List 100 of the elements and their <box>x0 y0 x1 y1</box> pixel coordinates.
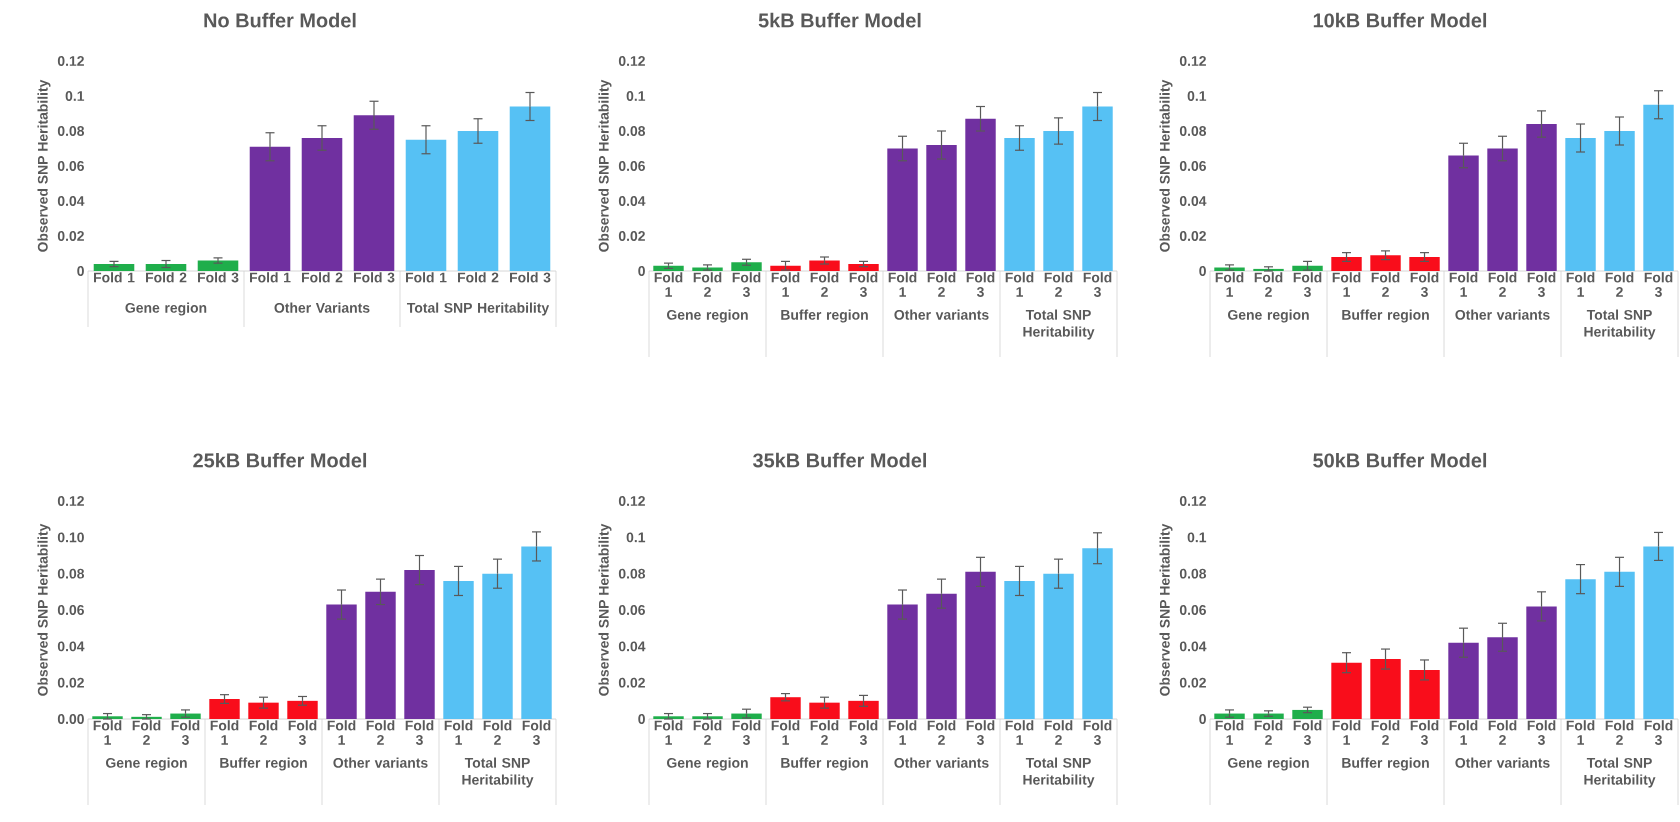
x-tick-label: Fold 3 <box>510 272 551 283</box>
y-axis-title: Observed SNP Heritability <box>37 79 51 252</box>
text: Total SNP Heritability <box>1023 757 1095 788</box>
x-tick-label: Fold 1 <box>1566 272 1595 297</box>
x-tick-label: Fold 2 <box>1488 272 1517 297</box>
x-tick-label: Fold 3 <box>1644 272 1673 297</box>
text: Other variants <box>1455 757 1550 768</box>
bar <box>92 716 123 720</box>
chart-title: 50kB Buffer Model <box>1313 452 1487 468</box>
x-tick-label: Fold 1 <box>94 272 135 283</box>
x-tick-label: Fold 2 <box>927 272 956 297</box>
x-tick-label: Fold 3 <box>354 272 395 283</box>
x-tick-label: Fold 2 <box>693 720 722 745</box>
bar <box>1409 257 1440 271</box>
x-tick-label: Fold 2 <box>1488 720 1517 745</box>
x-tick-label: Fold 1 <box>1005 272 1034 297</box>
bar <box>443 580 474 720</box>
x-tick-label: Fold 1 <box>250 272 291 283</box>
text: Buffer region <box>220 757 307 771</box>
bar <box>197 260 239 271</box>
x-tick-label: Fold 2 <box>249 720 278 745</box>
chart-title: 35kB Buffer Model <box>752 452 927 468</box>
y-axis-title: Observed SNP Heritability <box>598 523 612 696</box>
x-tick-label: Fold 3 <box>732 272 761 297</box>
x-tick-label: Fold 3 <box>522 720 551 745</box>
y-tick-label: 0.1 <box>1187 91 1207 101</box>
bar <box>521 546 552 720</box>
chart-title: No Buffer Model <box>204 12 356 28</box>
bar <box>1643 546 1674 720</box>
x-tick-label: Fold 3 <box>1644 720 1673 745</box>
y-tick-label: 0.02 <box>618 677 645 688</box>
text: Total SNP Heritability <box>1584 757 1656 788</box>
text: Gene region <box>125 302 207 316</box>
bar <box>170 713 201 720</box>
y-tick-label: 0 <box>638 266 645 276</box>
x-tick-label: Fold 3 <box>1293 272 1322 297</box>
x-tick-label: Fold 1 <box>1332 272 1361 297</box>
y-tick-label: 0.08 <box>618 126 646 136</box>
bar <box>848 264 879 271</box>
y-tick-label: 0.10 <box>57 532 84 543</box>
y-tick-label: 0.08 <box>1179 126 1207 136</box>
x-tick-label: Fold 3 <box>966 272 995 297</box>
x-tick-label: Fold 2 <box>810 720 839 745</box>
x-tick-label: Fold 2 <box>1371 720 1400 745</box>
text: Gene region <box>1228 757 1309 771</box>
x-tick-label: Fold 2 <box>1254 720 1283 745</box>
bar <box>1082 106 1113 271</box>
bar <box>887 604 918 720</box>
y-tick-label: 0.04 <box>618 196 646 206</box>
text: Gene region <box>1228 309 1309 323</box>
x-tick-label: Fold 1 <box>1005 720 1034 745</box>
bar <box>287 700 318 720</box>
bar <box>809 702 840 720</box>
y-tick-label: 0.08 <box>57 568 85 579</box>
bar <box>1448 642 1479 720</box>
x-tick-label: Fold 2 <box>1044 272 1073 297</box>
bar <box>1253 713 1284 720</box>
y-tick-label: 0.12 <box>57 56 84 66</box>
bar <box>692 716 723 720</box>
y-tick-label: 0.06 <box>618 605 645 615</box>
bar <box>926 145 957 271</box>
text: Total SNP Heritability <box>462 757 534 788</box>
text: Total SNP Heritability <box>406 302 550 316</box>
bar <box>326 604 357 720</box>
y-tick-label: 0.02 <box>1179 231 1206 241</box>
y-tick-label: 0 <box>638 714 645 724</box>
y-tick-label: 0.04 <box>618 641 646 652</box>
text: Other variants <box>1455 309 1550 320</box>
y-axis-title: Observed SNP Heritability <box>37 523 51 696</box>
x-tick-label: Fold 3 <box>849 272 878 297</box>
x-tick-label: Fold 2 <box>302 272 343 283</box>
bar <box>809 260 840 271</box>
x-tick-label: Fold 1 <box>888 720 917 745</box>
bar <box>457 131 499 271</box>
x-tick-label: Fold 3 <box>198 272 239 283</box>
x-tick-label: Fold 3 <box>288 720 317 745</box>
x-tick-label: Fold 2 <box>132 720 161 745</box>
bar <box>1643 104 1674 271</box>
x-tick-label: Fold 2 <box>458 272 499 283</box>
chart-title: 10kB Buffer Model <box>1313 12 1487 28</box>
x-tick-label: Fold 1 <box>406 272 447 283</box>
x-tick-label: Fold 3 <box>966 720 995 745</box>
bar <box>731 262 762 271</box>
y-tick-label: 0.06 <box>1179 161 1206 171</box>
text: Total SNP Heritability <box>1584 309 1656 340</box>
bar <box>1292 709 1323 720</box>
y-tick-label: 0.08 <box>618 568 646 579</box>
text: Other variants <box>333 757 428 768</box>
text: Buffer region <box>781 309 868 323</box>
bar <box>926 593 957 720</box>
x-tick-label: Fold 1 <box>1449 272 1478 297</box>
y-tick-label: 0.12 <box>618 496 645 506</box>
bar <box>1526 124 1557 271</box>
bar <box>1004 138 1035 271</box>
y-tick-label: 0.12 <box>1179 496 1206 506</box>
x-tick-label: Fold 2 <box>1371 272 1400 297</box>
y-tick-label: 0.12 <box>618 56 645 66</box>
x-tick-label: Fold 3 <box>1527 272 1556 297</box>
bar <box>770 697 801 720</box>
bar <box>145 264 187 271</box>
